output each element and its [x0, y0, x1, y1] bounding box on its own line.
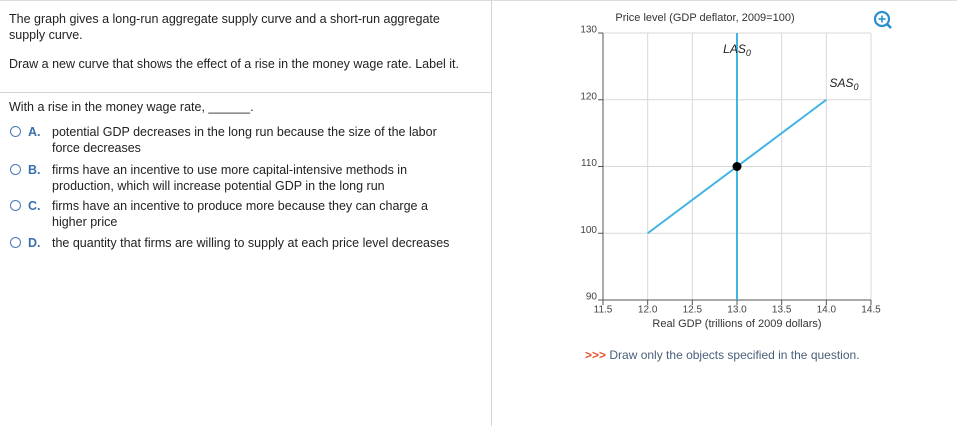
option-c[interactable]: C. firms have an incentive to produce mo… [0, 198, 490, 232]
panel-divider [491, 0, 492, 426]
series-name: SAS [829, 76, 853, 90]
instruction-text: Draw a new curve that shows the effect o… [9, 57, 460, 71]
option-letter: D. [28, 236, 41, 250]
option-d[interactable]: D. the quantity that firms are willing t… [0, 235, 490, 253]
series-label: LAS0 [723, 42, 751, 58]
y-tick-label: 90 [586, 292, 598, 303]
top-border [0, 0, 957, 1]
option-letter: B. [28, 163, 41, 177]
option-text: potential GDP decreases in the long run … [52, 125, 437, 155]
option-a[interactable]: A. potential GDP decreases in the long r… [0, 124, 490, 158]
option-b[interactable]: B. firms have an incentive to use more c… [0, 162, 490, 196]
option-text: firms have an incentive to use more capi… [52, 163, 408, 193]
option-letter: C. [28, 199, 41, 213]
intro-text: The graph gives a long-run aggregate sup… [9, 12, 440, 42]
zoom-button[interactable] [873, 10, 892, 29]
zoom-handle[interactable] [886, 23, 892, 29]
radio[interactable] [10, 164, 21, 175]
y-tick-label: 130 [580, 25, 597, 36]
x-tick-label: 13.0 [727, 305, 747, 316]
hint: >>> Draw only the objects specified in t… [585, 347, 860, 363]
hint-text: Draw only the objects specified in the q… [609, 348, 860, 362]
y-tick-label: 100 [580, 225, 597, 236]
option-text: firms have an incentive to produce more … [52, 199, 428, 229]
x-tick-label: 12.0 [638, 305, 658, 316]
chart: Price level (GDP deflator, 2009=100) Rea… [580, 10, 892, 330]
option-letter: A. [28, 125, 41, 139]
hint-marker: >>> [585, 348, 607, 362]
x-tick-label: 12.5 [683, 305, 703, 316]
series-subscript: 0 [854, 82, 859, 92]
zoom-icon[interactable] [873, 10, 891, 28]
series-subscript: 0 [746, 48, 751, 58]
series-label: SAS0 [829, 76, 858, 92]
equilibrium-point [732, 162, 742, 171]
x-tick-label: 14.5 [861, 305, 881, 316]
prompt-text: With a rise in the money wage rate, ____… [9, 100, 254, 114]
radio[interactable] [10, 200, 21, 211]
radio[interactable] [10, 126, 21, 137]
x-tick-label: 11.5 [594, 305, 613, 316]
y-tick-label: 120 [580, 91, 597, 102]
x-tick-label: 14.0 [817, 305, 837, 316]
section-divider [0, 92, 491, 93]
radio[interactable] [10, 237, 21, 248]
chart-title: Price level (GDP deflator, 2009=100) [615, 12, 794, 24]
x-axis-label: Real GDP (trillions of 2009 dollars) [652, 318, 821, 330]
x-tick-label: 13.5 [772, 305, 792, 316]
option-text: the quantity that firms are willing to s… [52, 236, 450, 250]
series-name: LAS [723, 42, 746, 56]
y-tick-label: 110 [581, 158, 597, 169]
